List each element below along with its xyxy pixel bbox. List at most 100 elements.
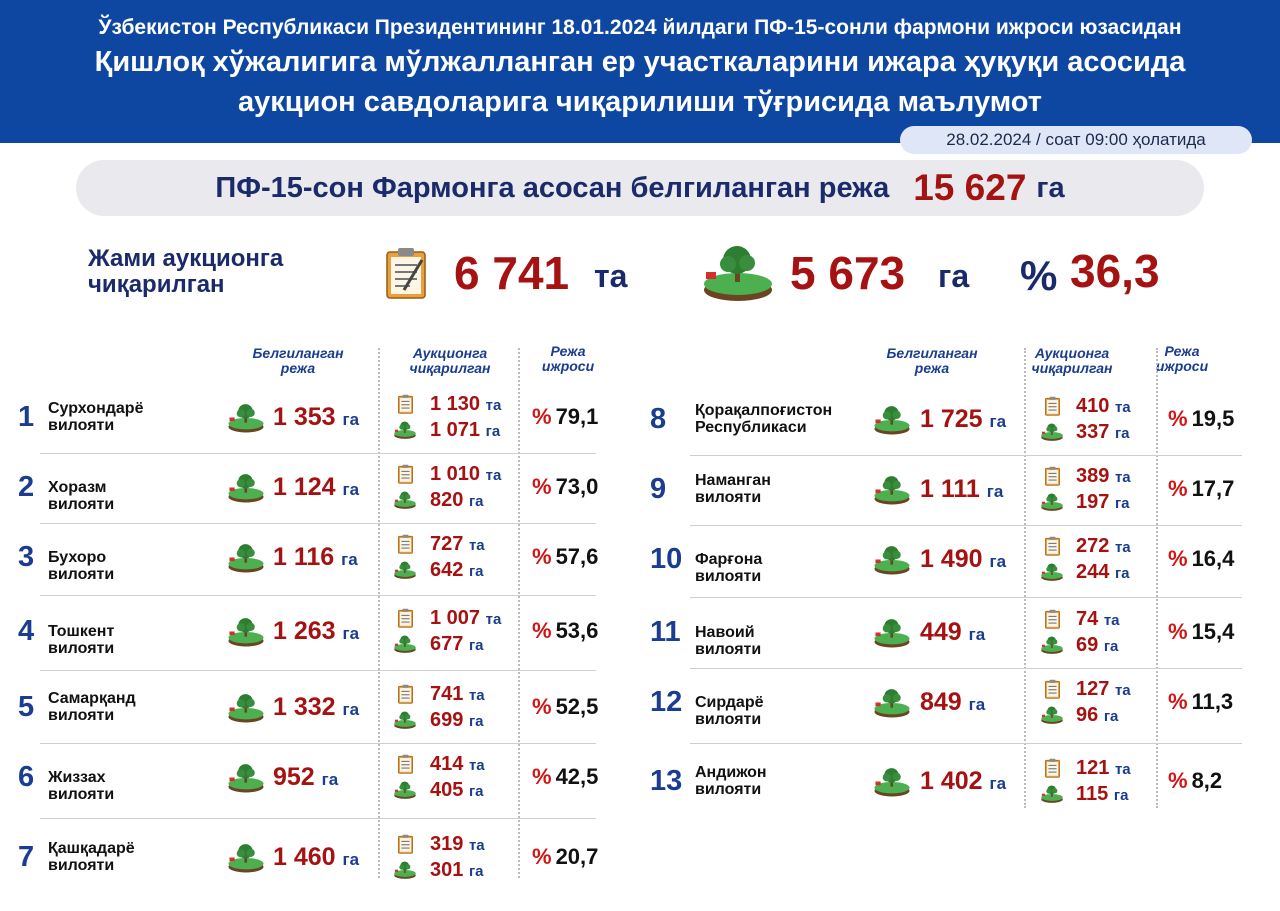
land-plot-icon [226,692,266,729]
separator [378,348,380,878]
region-auction: 319 та 301 га [430,833,485,881]
region-plan: 952 га [273,763,339,791]
region-plan: 1 725 га [920,405,1007,433]
region-name: Қашқадарё вилояти [48,840,135,874]
plan-value: 15 627 [913,167,1027,208]
plan-bar: ПФ-15-сон Фармонга асосан белгиланган ре… [76,160,1204,216]
region-exec: % 79,1 [532,404,599,429]
total-area-value: 5 673 [790,247,906,299]
clipboard-doc-icon [1044,679,1061,699]
land-plot-icon [393,710,417,735]
region-plan: 1 460 га [273,843,360,871]
region-name: Қорақалпоғистон Республикаси [695,402,833,436]
region-auction: 74 та 69 га [1076,608,1120,656]
land-plot-icon [226,402,266,439]
separator [1156,348,1158,808]
clipboard-doc-icon [397,608,414,628]
land-plot-icon [872,766,912,803]
row-index: 11 [650,616,681,648]
total-pct-sign: % [1020,252,1058,299]
col-head-exec-left: Режа ижроси [541,343,595,374]
region-plan: 1 402 га [920,767,1007,795]
region-exec: % 53,6 [532,618,599,643]
region-name: Самарқанд вилояти [48,690,136,724]
region-plan: 1 263 га [273,617,360,645]
row-divider [690,668,1242,669]
region-exec: % 73,0 [532,474,599,499]
region-exec: % 11,3 [1168,689,1234,714]
row-index: 12 [650,686,683,718]
land-plot-icon [393,560,417,585]
col-head-auction-left: Аукционга чиқарилган [409,345,491,376]
clipboard-doc-icon [1044,758,1061,778]
col-head-exec-right: Режа ижроси [1155,343,1209,374]
clipboard-doc-icon [386,248,426,299]
region-auction: 410 та 337 га [1076,395,1131,443]
land-plot-icon [872,617,912,654]
land-plot-icon [1040,705,1064,730]
row-divider [690,743,1242,744]
separator [1024,348,1026,808]
region-auction: 741 та 699 га [430,683,485,731]
land-plot-icon [226,762,266,799]
region-name: Фарғона вилояти [695,551,763,585]
region-name: Андижон вилояти [695,764,767,798]
region-name: Сурхондарё вилояти [48,400,144,434]
row-index: 8 [650,403,667,435]
row-divider [40,595,596,596]
land-plot-icon [226,616,266,653]
row-divider [40,743,596,744]
land-plot-icon [393,490,417,515]
clipboard-doc-icon [397,684,414,704]
clipboard-doc-icon [1044,466,1061,486]
col-head-plan-left: Белгиланган режа [252,345,344,376]
clipboard-doc-icon [1044,609,1061,629]
land-plot-icon [226,542,266,579]
row-divider [40,453,596,454]
row-index: 3 [18,541,35,573]
row-divider [40,670,596,671]
row-index: 5 [18,691,35,723]
region-plan: 1 124 га [273,473,360,501]
region-plan: 849 га [920,688,986,716]
clipboard-doc-icon [397,754,414,774]
totals-label-line2: чиқарилган [88,271,225,298]
land-plot-icon [393,634,417,659]
row-index: 2 [18,471,35,503]
header-banner: Ўзбекистон Республикаси Президентининг 1… [0,0,1280,143]
region-auction: 121 та 115 га [1076,757,1131,805]
region-exec: % 20,7 [532,844,599,869]
row-index: 1 [18,401,35,433]
region-exec: % 17,7 [1168,476,1235,501]
region-auction: 1 007 та 677 га [430,607,502,655]
plan-label: ПФ-15-сон Фармонга асосан белгиланган ре… [215,171,890,204]
region-plan: 1 353 га [273,403,360,431]
clipboard-doc-icon [397,534,414,554]
total-area-unit: га [938,258,970,294]
totals-section: Жами аукционга чиқарилган 6 741 та 5 673… [0,240,1280,310]
region-name: Тошкент вилояти [48,623,115,657]
region-plan: 1 332 га [273,693,360,721]
land-plot-icon [872,474,912,511]
row-divider [40,818,596,819]
land-plot-icon [393,420,417,445]
land-plot-icon [1040,635,1064,660]
region-plan: 1 116 га [273,543,358,571]
region-auction: 414 та 405 га [430,753,485,801]
row-index: 10 [650,543,683,575]
header-title-line1: Қишлоқ хўжалигига мўлжалланган ер участк… [94,46,1186,78]
col-head-auction-right: Аукционга чиқарилган [1031,345,1113,376]
land-plot-icon [704,246,772,301]
region-exec: % 42,5 [532,764,599,789]
region-exec: % 16,4 [1168,546,1235,571]
region-auction: 389 та 197 га [1076,465,1131,513]
region-exec: % 15,4 [1168,619,1235,644]
clipboard-doc-icon [397,834,414,854]
total-lots-value: 6 741 [454,247,570,299]
land-plot-icon [226,842,266,879]
region-exec: % 8,2 [1168,768,1223,793]
land-plot-icon [872,544,912,581]
region-exec: % 19,5 [1168,406,1235,431]
land-plot-icon [1040,422,1064,447]
region-auction: 1 130 та 1 071 га [430,393,502,441]
